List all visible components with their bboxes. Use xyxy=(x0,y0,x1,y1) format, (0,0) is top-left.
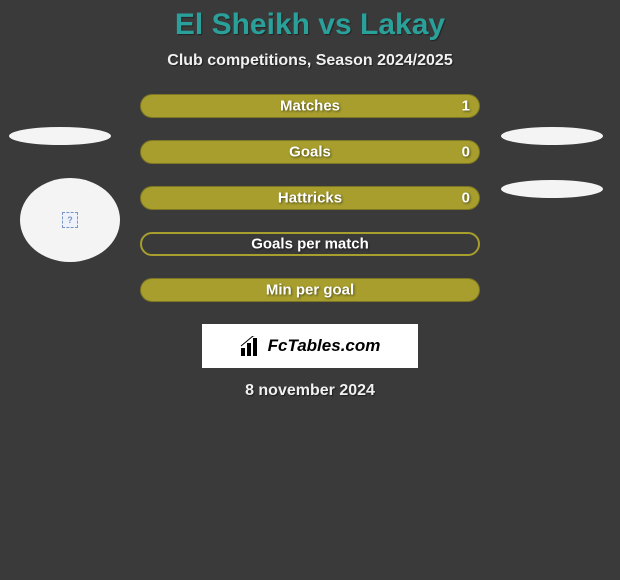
stat-label: Hattricks xyxy=(278,190,342,207)
left-avatar: ? xyxy=(20,178,120,262)
stat-right-value: 0 xyxy=(462,144,470,161)
stat-right-value: 0 xyxy=(462,190,470,207)
page-title: El Sheikh vs Lakay xyxy=(0,8,620,42)
comparison-card: El Sheikh vs Lakay Club competitions, Se… xyxy=(0,0,620,400)
right-photo-placeholder-1 xyxy=(501,127,603,145)
stat-row: Goals per match xyxy=(140,232,480,256)
chart-icon xyxy=(240,336,262,356)
date-text: 8 november 2024 xyxy=(0,382,620,400)
stat-label: Matches xyxy=(280,98,340,115)
stat-label: Goals per match xyxy=(251,236,369,253)
subtitle: Club competitions, Season 2024/2025 xyxy=(0,52,620,70)
stat-label: Goals xyxy=(289,144,331,161)
brand-text: FcTables.com xyxy=(268,336,381,356)
missing-image-icon: ? xyxy=(62,212,78,228)
left-photo-placeholder-1 xyxy=(9,127,111,145)
stat-label: Min per goal xyxy=(266,282,354,299)
stat-right-value: 1 xyxy=(462,98,470,115)
stat-row: Hattricks 0 xyxy=(140,186,480,210)
stat-row: Min per goal xyxy=(140,278,480,302)
stat-row: Goals 0 xyxy=(140,140,480,164)
stat-row: Matches 1 xyxy=(140,94,480,118)
right-photo-placeholder-2 xyxy=(501,180,603,198)
brand-logo[interactable]: FcTables.com xyxy=(202,324,418,368)
